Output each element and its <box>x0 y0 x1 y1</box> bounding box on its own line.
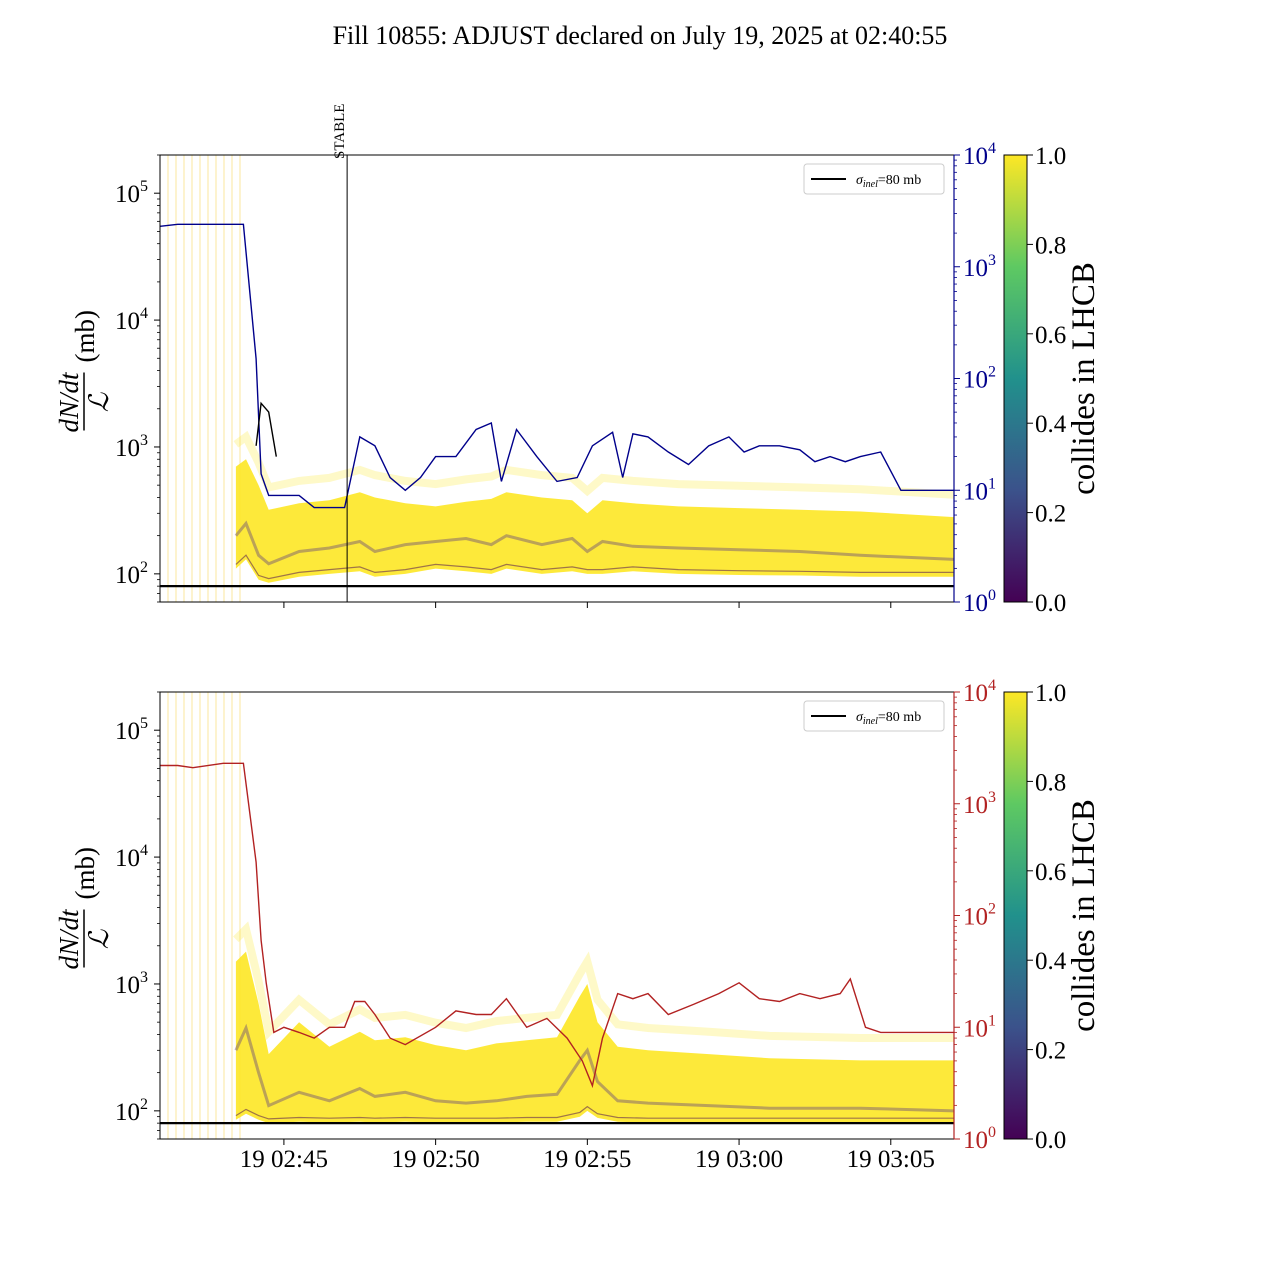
colorbar-tick-label: 0.6 <box>1035 322 1066 349</box>
plot-area <box>160 692 954 1139</box>
colorbar-tick-label: 0.4 <box>1035 411 1067 438</box>
y-tick-label: 105 <box>115 178 148 208</box>
y2-tick-label: 102 <box>963 901 996 931</box>
y2-tick-label: 100 <box>963 587 996 617</box>
y2-tick-label: 104 <box>963 677 996 707</box>
noncolliding-bunches <box>234 520 954 566</box>
bunch-band-halo <box>233 921 954 1042</box>
x-tick-label: 19 02:55 <box>543 1146 631 1173</box>
y-label-unit: (mb) <box>70 310 100 362</box>
legend-label: σinel=80 mb <box>856 710 921 727</box>
colorbar-tick-label: 0.2 <box>1035 501 1066 528</box>
plot-area <box>160 155 954 602</box>
y-axis-label: dN/dt ℒ (mb) <box>54 310 114 432</box>
series-line-0 <box>160 223 954 509</box>
y-tick-label: 105 <box>115 715 148 745</box>
bunch-band <box>235 951 954 1124</box>
top-panel: STABLE 102 103 104 105 100 101 102 103 104 dN/dt ℒ (… <box>54 104 1102 617</box>
x-tick-label: 19 03:05 <box>847 1146 935 1173</box>
colorbar-label: collides in LHCB <box>1066 799 1102 1032</box>
y-axis-label: dN/dt ℒ (mb) <box>54 847 114 969</box>
noncolliding-bunches <box>234 1023 954 1113</box>
legend-box <box>803 163 945 195</box>
colorbar <box>1003 154 1028 603</box>
bunch-band <box>235 459 954 583</box>
y-tick-label: 102 <box>115 1096 148 1126</box>
y2-tick-label: 104 <box>963 140 996 170</box>
y2-tick-label: 102 <box>963 364 996 394</box>
y2-tick-label: 103 <box>963 252 996 282</box>
colorbar-tick-label: 0.4 <box>1035 948 1067 975</box>
y-label-denominator: ℒ <box>84 392 114 412</box>
series-line-1 <box>255 401 277 457</box>
colorbar-tick-label: 0.2 <box>1035 1038 1066 1065</box>
y2-tick-label: 101 <box>963 475 996 505</box>
y-label-denominator: ℒ <box>84 929 114 949</box>
x-tick-label: 19 02:45 <box>240 1146 328 1173</box>
y2-tick-label: 100 <box>963 1124 996 1154</box>
y-tick-label: 104 <box>115 305 148 335</box>
colorbar-tick-label: 1.0 <box>1035 143 1066 170</box>
colorbar-tick-label: 0.8 <box>1035 232 1066 259</box>
colorbar-tick-label: 0.0 <box>1035 590 1066 617</box>
y-tick-label: 103 <box>115 432 148 462</box>
bunch-band-halo <box>233 430 954 499</box>
colorbar-tick-label: 0.6 <box>1035 859 1066 886</box>
x-tick-label: 19 02:50 <box>392 1146 480 1173</box>
y-tick-label: 102 <box>115 559 148 589</box>
y2-tick-label: 101 <box>963 1012 996 1042</box>
bottom-panel: 102 103 104 105 100 101 102 103 104 19 02:45 19 02… <box>54 677 1102 1173</box>
legend: σinel=80 mb <box>803 700 945 732</box>
y-label-unit: (mb) <box>70 847 100 899</box>
series-line-0 <box>160 762 954 1089</box>
y2-tick-label: 103 <box>963 789 996 819</box>
colorbar-tick-label: 1.0 <box>1035 680 1066 707</box>
y-tick-label: 104 <box>115 842 148 872</box>
y-label-numerator: dN/dt <box>54 908 84 970</box>
legend: σinel=80 mb <box>803 163 945 195</box>
y-tick-label: 103 <box>115 969 148 999</box>
colorbar-tick-label: 0.0 <box>1035 1127 1066 1154</box>
x-tick-label: 19 03:00 <box>695 1146 783 1173</box>
chart-title: Fill 10855: ADJUST declared on July 19, … <box>333 21 948 50</box>
stable-label: STABLE <box>332 104 348 159</box>
legend-box <box>803 700 945 732</box>
noncolliding-bunches-low <box>235 554 954 580</box>
noncolliding-bunches-low <box>235 1105 954 1120</box>
colorbar-label: collides in LHCB <box>1066 262 1102 495</box>
y-label-numerator: dN/dt <box>54 371 84 433</box>
legend-label: σinel=80 mb <box>856 173 921 190</box>
colorbar <box>1003 691 1028 1140</box>
colorbar-tick-label: 0.8 <box>1035 769 1066 796</box>
